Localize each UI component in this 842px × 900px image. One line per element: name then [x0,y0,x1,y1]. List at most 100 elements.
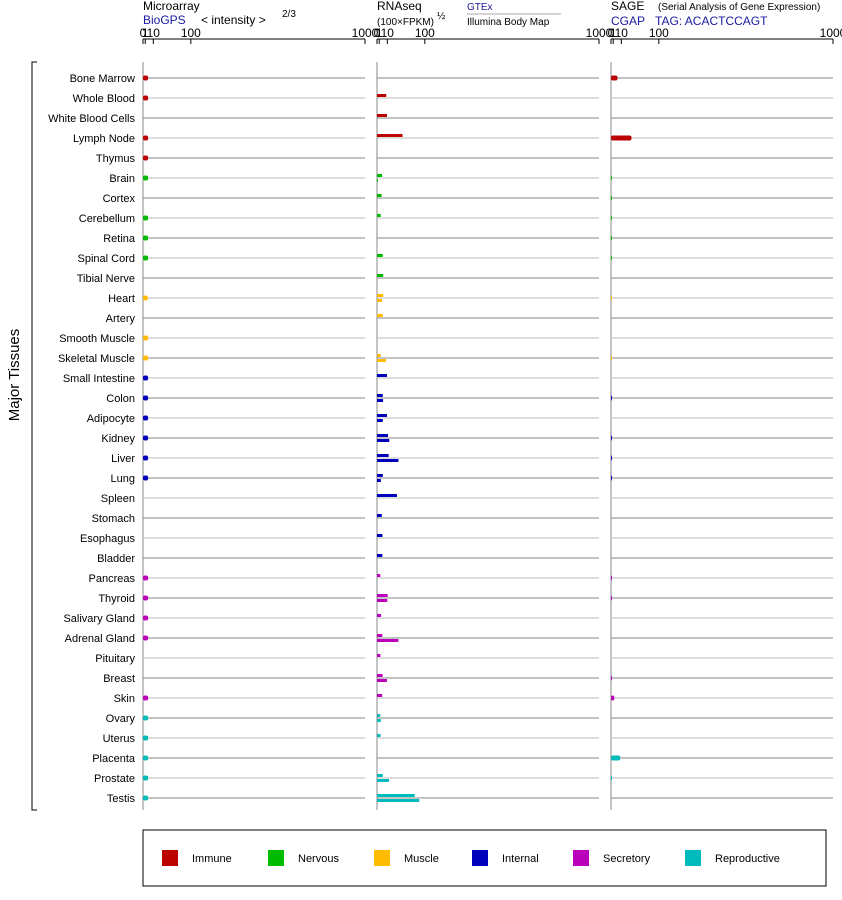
tissue-label: Bone Marrow [70,73,135,85]
tissue-label: Esophagus [80,533,136,545]
rnaseq-bar [377,414,387,417]
tissue-label: Adipocyte [87,413,135,425]
sage-bar [611,695,615,701]
sage-tick-label: 100 [649,26,669,40]
microarray-bar [143,75,149,81]
tissue-label: Spleen [101,493,135,505]
tissue-label: Liver [111,453,135,465]
sage-tick-label: 0 [608,26,615,40]
rnaseq-bar [377,274,384,277]
legend-label: Immune [192,853,232,865]
microarray-bar [143,615,149,621]
rnaseq-bar [377,114,387,117]
sage-bar [611,575,612,581]
microarray-bar [143,295,148,301]
microarray-scale-label: < intensity > [201,13,266,27]
microarray-bar [143,575,149,581]
legend-swatch [374,850,390,866]
rnaseq-bar [377,174,383,177]
rnaseq-bar [377,534,383,537]
tissue-label: Bladder [97,553,135,565]
rnaseq-unit-exponent: ½ [437,11,446,22]
tissue-label: Thymus [96,153,136,165]
rnaseq-bar [377,714,381,717]
microarray-tick-label: 0 [140,26,147,40]
sage-source: CGAP [611,14,645,28]
microarray-bar [143,735,149,741]
microarray-bar [143,355,149,361]
legend-item: Reproductive [685,850,780,866]
tissue-label: Cortex [103,193,136,205]
tissue-label: Adrenal Gland [65,633,135,645]
rnaseq-tick-label: 100 [415,26,435,40]
rnaseq-bar [377,674,383,677]
legend: Immune Nervous Muscle Internal Secretory Repr… [162,850,780,866]
tissue-label: Prostate [94,773,135,785]
sage-bar [611,475,612,481]
rnaseq-bar [377,479,381,482]
sage-bar [611,255,612,261]
tissue-label: Skin [114,693,135,705]
microarray-bar [143,755,149,761]
sage-bar [611,595,612,601]
rnaseq-bar [377,314,383,317]
sage-bar [611,395,612,401]
rnaseq-bar [377,634,383,637]
legend-item: Immune [162,850,232,866]
microarray-bar [143,595,149,601]
microarray-tick-label: 1000 [352,26,379,40]
microarray-bar [143,395,149,401]
sage-tick-label: 1 [610,26,617,40]
microarray-bar [143,255,149,261]
rnaseq-bar [377,459,399,462]
rnaseq-bar [377,374,387,377]
sage-subtitle: (Serial Analysis of Gene Expression) [658,2,820,13]
tissue-label: Brain [109,173,135,185]
rnaseq-bar [377,774,383,777]
tissue-label: Spinal Cord [78,253,135,265]
rnaseq-bar [377,494,397,497]
sage-tick-label: 10 [615,26,629,40]
rnaseq-tick-label: 1000 [586,26,613,40]
tissue-label: Lymph Node [73,133,135,145]
tissue-label: Ovary [106,713,136,725]
rnaseq-bar [377,554,383,557]
rnaseq-bar [377,439,390,442]
legend-label: Muscle [404,853,439,865]
rnaseq-bar [377,179,378,182]
legend-item: Nervous [268,850,339,866]
rnaseq-tick-label: 0 [374,26,381,40]
microarray-bar [143,155,149,161]
rnaseq-bar [377,514,382,517]
microarray-bar [143,415,149,421]
tissue-label: Artery [106,313,136,325]
sage-bar [611,775,612,781]
legend-item: Muscle [374,850,439,866]
sage-bar [611,175,612,181]
y-axis-label: Major Tissues [6,329,23,422]
rnaseq-bar [377,474,383,477]
rnaseq-bar [377,399,384,402]
microarray-bar [143,215,149,221]
legend-swatch [685,850,701,866]
rnaseq-bar [377,599,388,602]
sage-tick-label: 1000 [820,26,842,40]
rnaseq-bar [377,294,384,297]
microarray-bar [143,375,149,381]
microarray-bar [143,455,149,461]
rnaseq-bar [377,194,382,197]
rnaseq-bar [377,254,383,257]
microarray-bar [143,635,149,641]
legend-item: Internal [472,850,539,866]
rnaseq-bar [377,779,389,782]
rnaseq-bar [377,434,388,437]
microarray-bar [143,695,149,701]
rnaseq-source-bodymap: Illumina Body Map [467,17,550,28]
rnaseq-bar [377,454,389,457]
legend-swatch [573,850,589,866]
microarray-bar [143,235,149,241]
tissue-label: Breast [103,673,135,685]
legend-item: Secretory [573,850,651,866]
